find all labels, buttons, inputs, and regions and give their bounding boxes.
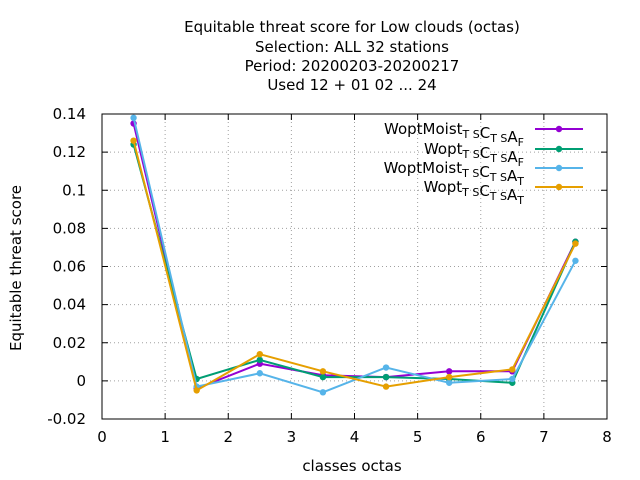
legend-entry: WoptT SCT SAF (424, 140, 583, 169)
series-line (132, 144, 577, 384)
y-tick-label: 0.14 (53, 105, 86, 123)
legend-entry: WoptMoistT SCT SAT (384, 159, 583, 188)
data-point (130, 114, 137, 122)
data-point (572, 257, 579, 264)
legend-entry: WoptMoistT SCT SAF (384, 120, 583, 149)
legend-label: WoptMoistT SCT SAT (384, 159, 525, 188)
data-point (382, 383, 390, 390)
x-axis-label: classes octas (302, 457, 402, 475)
y-tick-label: 0.02 (53, 334, 86, 352)
data-point (445, 368, 453, 375)
data-point (256, 356, 264, 364)
chart-title-line-1: Equitable threat score for Low clouds (o… (184, 18, 520, 36)
grid (102, 114, 607, 419)
data-point (319, 373, 327, 381)
data-point (319, 389, 327, 396)
chart-title-line-4: Used 12 + 01 02 ... 24 (267, 76, 436, 94)
data-point (256, 350, 264, 358)
legend-label: WoptT SCT SAF (424, 140, 524, 169)
data-point (319, 368, 327, 375)
chart-title: Equitable threat score for Low clouds (o… (184, 18, 520, 94)
y-axis-label: Equitable threat score (7, 185, 25, 351)
legend-marker (555, 183, 563, 191)
data-point (445, 379, 453, 386)
x-tick-label: 7 (539, 428, 549, 446)
data-point (509, 366, 516, 373)
legend-label: WoptT SCT SAT (424, 178, 525, 207)
data-point (572, 240, 579, 247)
chart-title-line-2: Selection: ALL 32 stations (255, 38, 449, 56)
x-tick-label: 3 (287, 428, 297, 446)
data-point (382, 364, 390, 371)
series-4 (130, 137, 579, 394)
x-tick-label: 0 (97, 428, 107, 446)
y-tick-label: 0.08 (53, 219, 86, 237)
legend-entry: WoptT SCT SAT (424, 178, 583, 207)
legend-marker (555, 164, 563, 172)
y-tick-label: -0.02 (47, 410, 86, 428)
chart-title-line-3: Period: 20200203-20200217 (245, 57, 460, 75)
legend-marker (555, 145, 563, 153)
axis-ticks: -0.02 0 0.02 0.04 0.06 0.08 0.1 0.12 0.14 0 1 2 3 4 5 6… (47, 105, 612, 446)
y-tick-label: 0.1 (62, 181, 86, 199)
y-tick-label: 0.06 (53, 258, 86, 276)
series-layer (130, 114, 579, 396)
x-tick-label: 4 (350, 428, 360, 446)
data-point (382, 373, 390, 381)
data-point (193, 387, 200, 394)
legend-marker (555, 125, 563, 133)
data-point (445, 373, 453, 381)
y-tick-label: 0.12 (53, 143, 86, 161)
data-point (256, 370, 264, 377)
x-tick-label: 5 (413, 428, 423, 446)
data-point (509, 375, 516, 383)
series-line (132, 140, 577, 392)
y-tick-label: 0 (76, 372, 86, 390)
x-tick-label: 1 (160, 428, 170, 446)
legend-label: WoptMoistT SCT SAF (384, 120, 524, 149)
data-point (130, 137, 137, 144)
x-tick-label: 6 (476, 428, 486, 446)
y-tick-label: 0.04 (53, 296, 86, 314)
x-tick-label: 2 (223, 428, 233, 446)
x-tick-label: 8 (602, 428, 612, 446)
